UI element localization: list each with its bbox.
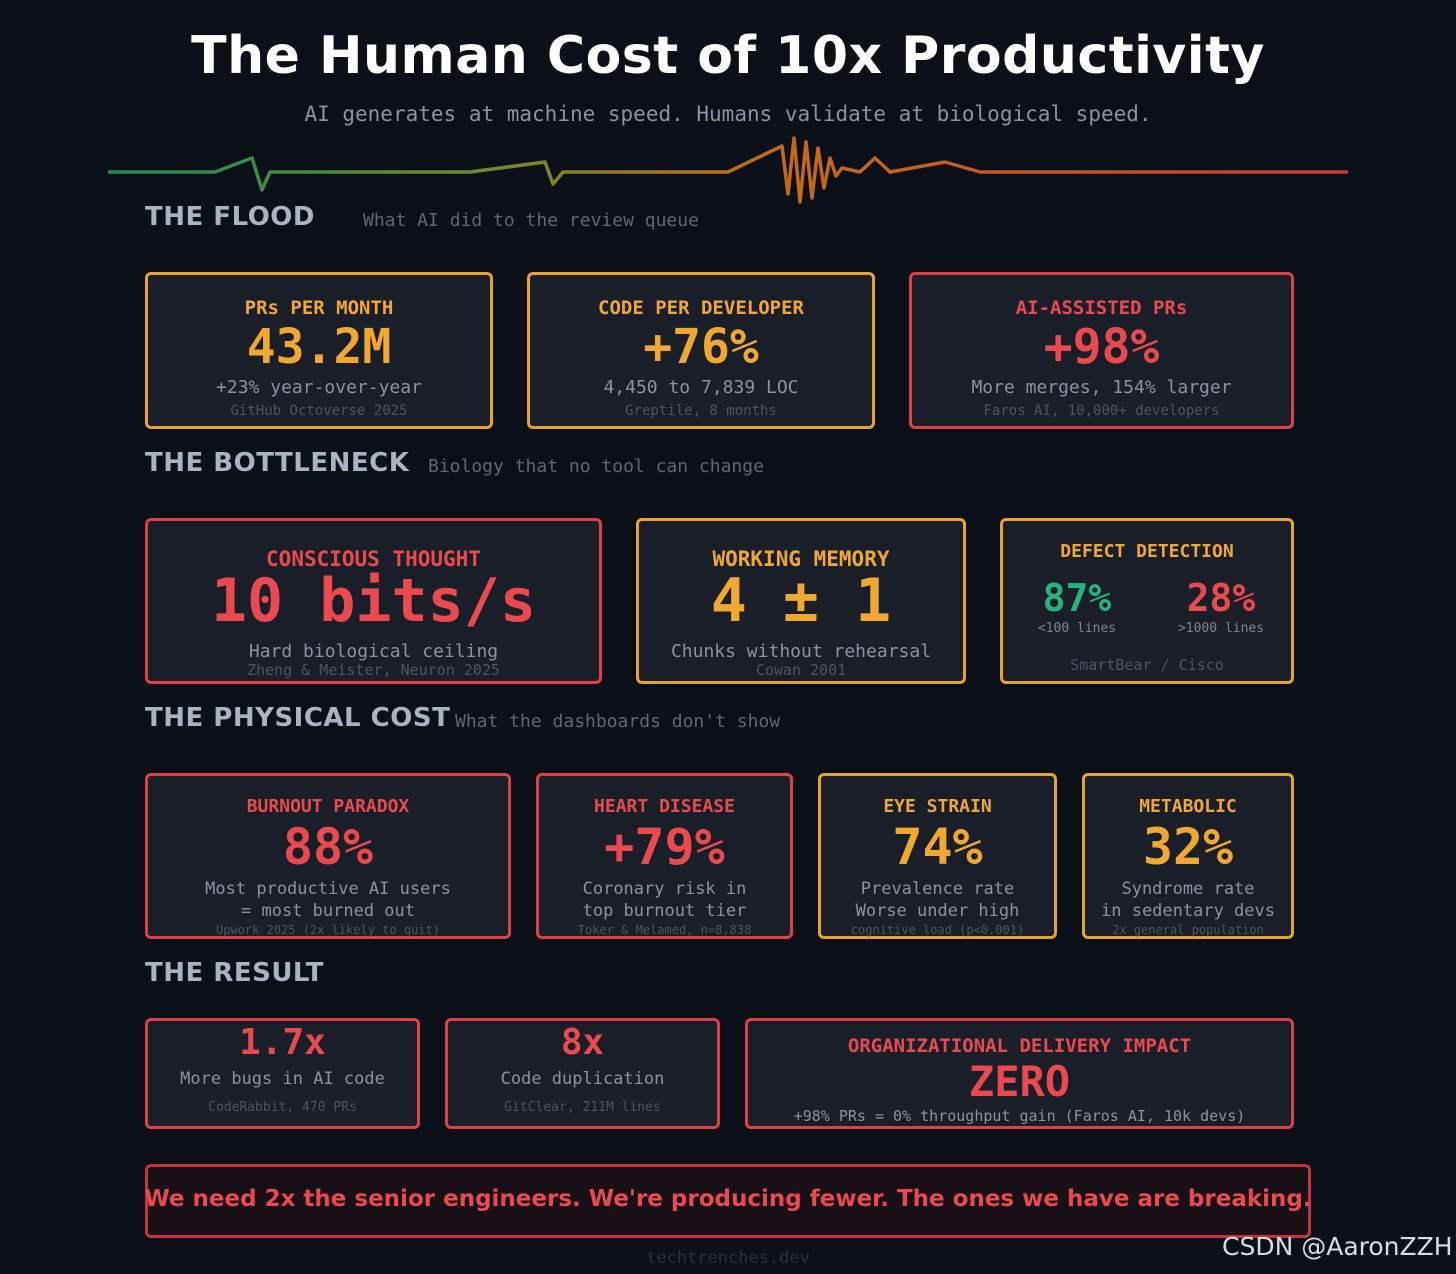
card-desc: Hard biological ceiling <box>248 641 499 662</box>
result-card-bugs: 1.7x More bugs in AI code CodeRabbit, 47… <box>145 1018 420 1129</box>
card-desc-2: top burnout tier <box>582 901 747 921</box>
card-value: 1.7x <box>239 1022 326 1063</box>
card-source: Cowan 2001 <box>755 661 847 679</box>
card-desc-2: Worse under high <box>855 901 1020 921</box>
section-title-bottleneck: THE BOTTLENECK <box>145 448 410 478</box>
section-subtitle-bottleneck: Biology that no tool can change <box>428 456 764 477</box>
card-source: Zheng & Meister, Neuron 2025 <box>247 661 500 679</box>
defect-small-caption: <100 lines <box>1037 621 1117 636</box>
card-desc: Code duplication <box>500 1069 665 1089</box>
flood-card-prs: PRs PER MONTH 43.2M +23% year-over-year … <box>145 272 493 429</box>
card-value: 10 bits/s <box>210 566 537 636</box>
card-label: PRs PER MONTH <box>244 297 394 319</box>
card-desc: Chunks without rehearsal <box>670 641 932 662</box>
card-source: Greptile, 8 months <box>625 403 777 419</box>
card-source: CodeRabbit, 470 PRs <box>208 1100 357 1115</box>
card-label: CONSCIOUS THOUGHT <box>266 547 481 571</box>
card-source: Toker & Melamed, n=8,838 <box>577 923 752 937</box>
card-desc: +23% year-over-year <box>216 377 422 398</box>
conclusion-text: We need 2x the senior engineers. We're p… <box>144 1186 1312 1212</box>
card-label: WORKING MEMORY <box>712 547 890 571</box>
footer-site: techtrenches.dev <box>646 1248 810 1268</box>
physical-card-heart: HEART DISEASE +79% Coronary risk in top … <box>536 773 793 939</box>
card-source: Faros AI, 10,000+ developers <box>983 403 1220 419</box>
section-title-flood: THE FLOOD <box>145 202 315 232</box>
watermark: CSDN @AaronZZH <box>1222 1232 1453 1261</box>
defect-large-caption: >1000 lines <box>1177 621 1265 636</box>
card-value: 4 ± 1 <box>710 566 892 636</box>
physical-card-eye: EYE STRAIN 74% Prevalence rate Worse und… <box>818 773 1057 939</box>
card-desc: Most productive AI users <box>205 879 451 899</box>
card-source: cognitive load (p<0.001) <box>850 923 1025 937</box>
card-value: +98% <box>1043 319 1160 375</box>
card-desc-2: in sedentary devs <box>1101 901 1275 921</box>
defect-small-value: 87% <box>1042 576 1112 620</box>
card-value: 74% <box>892 818 983 876</box>
defect-large-value: 28% <box>1186 576 1256 620</box>
section-subtitle-physical: What the dashboards don't show <box>455 711 781 732</box>
card-label: EYE STRAIN <box>883 796 992 817</box>
section-subtitle-flood: What AI did to the review queue <box>363 210 699 231</box>
card-desc: More bugs in AI code <box>180 1069 385 1089</box>
physical-card-metabolic: METABOLIC 32% Syndrome rate in sedentary… <box>1082 773 1294 939</box>
card-source: GitClear, 211M lines <box>504 1100 661 1115</box>
card-desc: Syndrome rate <box>1121 879 1255 899</box>
section-title-physical: THE PHYSICAL COST <box>145 703 451 733</box>
card-value: +79% <box>604 818 725 876</box>
page-subtitle: AI generates at machine speed. Humans va… <box>304 102 1152 126</box>
card-value: 43.2M <box>246 319 392 375</box>
card-label: METABOLIC <box>1139 796 1237 817</box>
card-desc: Coronary risk in <box>582 879 747 899</box>
card-label: HEART DISEASE <box>594 796 735 817</box>
flood-card-ai-prs: AI-ASSISTED PRs +98% More merges, 154% l… <box>909 272 1294 429</box>
card-desc: 4,450 to 7,839 LOC <box>603 377 799 398</box>
card-value: 8x <box>560 1022 605 1063</box>
card-value: 32% <box>1142 818 1234 876</box>
card-value: 88% <box>282 818 374 876</box>
card-source: SmartBear / Cisco <box>1070 656 1224 674</box>
card-label: DEFECT DETECTION <box>1060 541 1234 562</box>
card-source: 2x general population <box>1112 923 1264 937</box>
bottleneck-card-thought: CONSCIOUS THOUGHT 10 bits/s Hard biologi… <box>145 518 602 684</box>
heartbeat-wave-graphic <box>108 136 1348 204</box>
page-title: The Human Cost of 10x Productivity <box>191 26 1265 86</box>
card-desc: More merges, 154% larger <box>971 377 1232 398</box>
card-value: ZERO <box>968 1057 1071 1106</box>
result-card-impact: ORGANIZATIONAL DELIVERY IMPACT ZERO +98%… <box>745 1018 1294 1129</box>
card-desc-2: = most burned out <box>241 901 415 921</box>
result-card-duplication: 8x Code duplication GitClear, 211M lines <box>445 1018 720 1129</box>
card-desc: +98% PRs = 0% throughput gain (Faros AI,… <box>793 1107 1246 1125</box>
card-label: ORGANIZATIONAL DELIVERY IMPACT <box>847 1035 1192 1057</box>
card-label: BURNOUT PARADOX <box>246 796 410 817</box>
section-title-result: THE RESULT <box>145 958 324 988</box>
card-source: Upwork 2025 (2x likely to quit) <box>216 923 440 937</box>
card-label: AI-ASSISTED PRs <box>1015 297 1188 319</box>
bottleneck-card-memory: WORKING MEMORY 4 ± 1 Chunks without rehe… <box>636 518 966 684</box>
physical-card-burnout: BURNOUT PARADOX 88% Most productive AI u… <box>145 773 511 939</box>
card-desc: Prevalence rate <box>860 879 1015 899</box>
flood-card-code: CODE PER DEVELOPER +76% 4,450 to 7,839 L… <box>527 272 875 429</box>
card-label: CODE PER DEVELOPER <box>598 297 804 319</box>
bottleneck-card-defect: DEFECT DETECTION 87% <100 lines 28% >100… <box>1000 518 1294 684</box>
conclusion-banner <box>145 1164 1311 1238</box>
card-source: GitHub Octoverse 2025 <box>230 403 408 419</box>
card-value: +76% <box>643 319 759 375</box>
